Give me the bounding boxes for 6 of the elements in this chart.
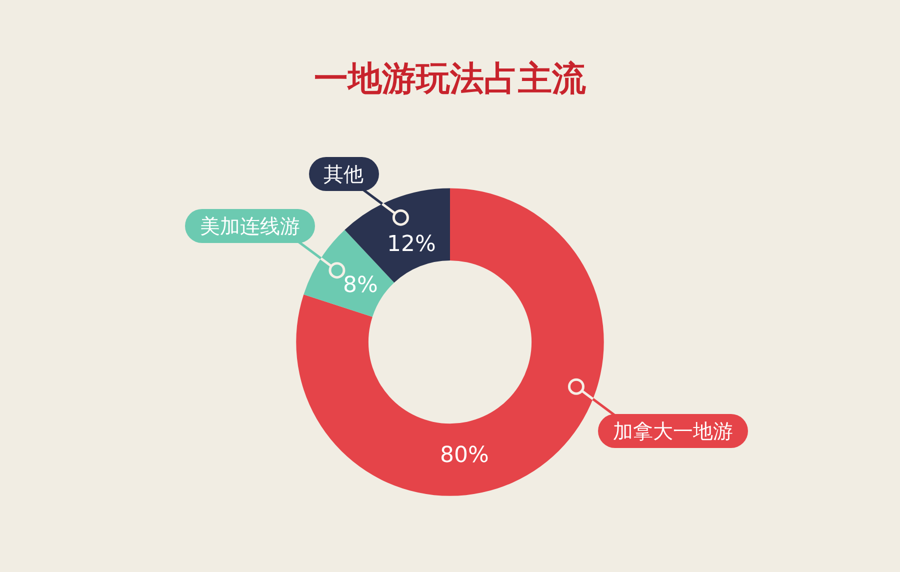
chart-title: 一地游玩法占主流 <box>314 58 587 99</box>
data-label: 80% <box>440 443 489 468</box>
label-pill: 美加连线游 <box>184 209 315 244</box>
label-pill: 加拿大一地游 <box>598 414 748 448</box>
data-label: 8% <box>343 273 378 298</box>
data-label: 12% <box>387 232 436 257</box>
